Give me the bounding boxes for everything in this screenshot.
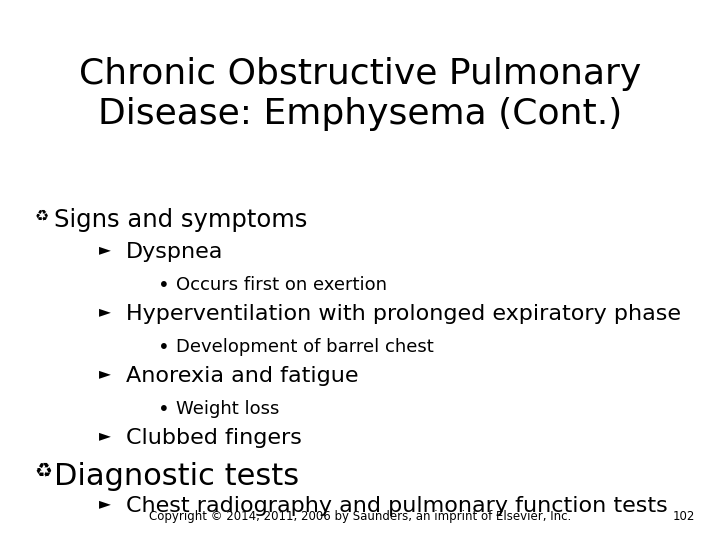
Text: ►: ► <box>99 366 111 381</box>
Text: Copyright © 2014, 2011, 2006 by Saunders, an imprint of Elsevier, Inc.: Copyright © 2014, 2011, 2006 by Saunders… <box>149 510 571 523</box>
Text: •: • <box>158 276 170 295</box>
Text: Chest radiography and pulmonary function tests: Chest radiography and pulmonary function… <box>126 496 667 516</box>
Text: Weight loss: Weight loss <box>176 400 280 418</box>
Text: Chronic Obstructive Pulmonary
Disease: Emphysema (Cont.): Chronic Obstructive Pulmonary Disease: E… <box>79 57 641 131</box>
Text: ►: ► <box>99 304 111 319</box>
Text: Development of barrel chest: Development of barrel chest <box>176 338 434 356</box>
Text: Signs and symptoms: Signs and symptoms <box>54 208 307 232</box>
Text: Anorexia and fatigue: Anorexia and fatigue <box>126 366 359 386</box>
Text: Hyperventilation with prolonged expiratory phase: Hyperventilation with prolonged expirato… <box>126 304 681 324</box>
Text: ►: ► <box>99 428 111 443</box>
Text: •: • <box>158 400 170 419</box>
Text: Diagnostic tests: Diagnostic tests <box>54 462 299 491</box>
Text: •: • <box>158 338 170 357</box>
Text: 102: 102 <box>672 510 695 523</box>
Text: Occurs first on exertion: Occurs first on exertion <box>176 276 387 294</box>
Text: ♻: ♻ <box>35 208 49 223</box>
Text: ►: ► <box>99 242 111 257</box>
Text: Clubbed fingers: Clubbed fingers <box>126 428 302 448</box>
Text: ♻: ♻ <box>35 462 53 481</box>
Text: Dyspnea: Dyspnea <box>126 242 223 262</box>
Text: ►: ► <box>99 496 111 511</box>
